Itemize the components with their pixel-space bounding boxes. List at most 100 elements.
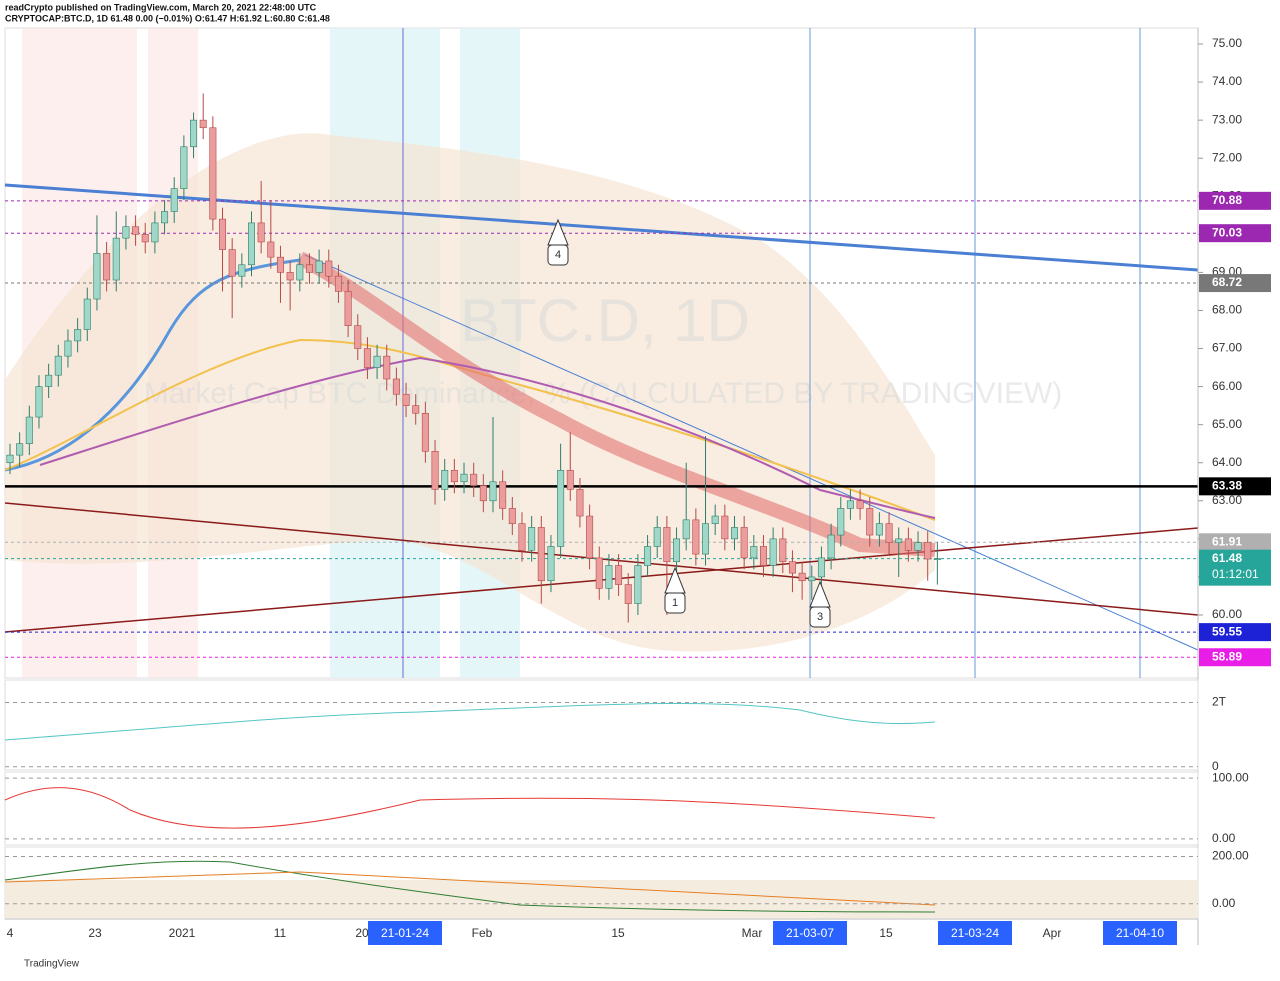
wave-label: 4 [555,249,561,261]
candle-body [895,538,903,543]
candle-body [460,473,468,483]
candle-body [383,355,391,380]
pane-axes: 60.0061.0062.0063.0064.0065.0066.0067.00… [5,36,1271,910]
wave-box [664,592,686,614]
candle-body [93,253,101,300]
candle-body [64,340,72,357]
wave-label: 3 [817,611,823,623]
candle-body [702,523,710,555]
candle-body [924,542,932,560]
price-tag-label: 61.91 [1212,534,1242,548]
y-tick-label: 73.00 [1212,112,1242,126]
candle-body [808,576,816,582]
candle-body [325,260,333,277]
candle-body [16,443,24,456]
candle-body [431,451,439,490]
candle-body [856,500,864,509]
price-tag [1199,648,1271,667]
x-tick-label: Mar [742,926,763,940]
time-label-box [1103,921,1177,945]
wave-box [809,606,831,628]
candle-body [305,264,313,273]
candle-body [296,264,304,281]
x-tick-label: 2021 [169,926,196,940]
price-tag-label: 70.03 [1212,225,1242,239]
price-tag-label: 63.38 [1212,479,1242,493]
candle-body [933,558,941,560]
y-tick-label: 75.00 [1212,36,1242,50]
candle-body [421,412,429,452]
y-tick-label: 66.00 [1212,379,1242,393]
candle-body [83,298,91,330]
candle-body [866,508,874,536]
candle-body [25,416,33,445]
watermark-subtitle: Market Cap BTC Dominance, % (CALCULATED … [144,377,1063,410]
candle-body [586,515,594,559]
y-tick-label: 60.00 [1212,607,1242,621]
candle-body [479,485,487,502]
y-tick-label: 72.00 [1212,150,1242,164]
candle-body [547,546,555,582]
candle-body [566,470,574,490]
time-label-box [773,921,847,945]
candle-body [151,222,159,243]
candle-body [750,546,758,559]
candle-body [228,249,236,277]
x-tick-label: 11 [274,926,287,940]
candle-body [730,527,738,540]
candle-body [827,534,835,559]
candle-body [132,226,140,235]
pane-tick-label: 0.00 [1212,831,1236,845]
candle-body [644,546,652,566]
candle-body [653,527,661,547]
candle-body [286,272,294,281]
x-tick-label: 23 [88,926,102,940]
x-tick-label: Apr [1043,926,1062,940]
candle-body [837,508,845,536]
price-tag [1199,477,1271,496]
price-tag [1199,224,1271,243]
candle-body [276,256,284,273]
candle-body [141,234,149,243]
candle-body [673,538,681,563]
candle-body [779,538,787,563]
price-tag [1199,549,1271,586]
indicator-panes [4,679,1199,920]
candle-body [576,489,584,517]
candle-body [122,226,130,239]
wave-label: 1 [672,597,678,609]
candle-body [528,527,536,551]
candle-body [170,188,178,212]
candle-body [537,527,545,582]
price-tag [1199,533,1271,552]
candle-body [402,393,410,406]
candle-body [711,515,719,524]
y-tick-label: 67.00 [1212,341,1242,355]
y-tick-label: 65.00 [1212,417,1242,431]
candle-body [508,508,516,524]
candle-body [344,291,352,326]
x-tick-label: Feb [472,926,493,940]
candle-body [634,565,642,604]
x-tick-label: 4 [7,926,14,940]
candle-body [161,211,169,224]
y-tick-label: 63.00 [1212,493,1242,507]
watermark: BTC.D, 1D [460,287,750,354]
candle-body [605,565,613,589]
bg-shading [5,28,935,678]
candle-body [112,237,120,281]
candle-body [441,470,449,490]
wave-box [547,244,569,266]
price-tag [1199,191,1271,210]
price-tag-label: 70.88 [1212,193,1242,207]
x-tick-label: 21-04-10 [1116,926,1164,940]
candle-body [248,222,256,266]
candle-body [209,127,217,220]
y-tick-label: 74.00 [1212,74,1242,88]
pane-tick-label: 2T [1212,695,1227,709]
price-tag-label: 68.72 [1212,275,1242,289]
x-tick-label: 21-03-24 [951,926,999,940]
candle-body [199,119,207,129]
